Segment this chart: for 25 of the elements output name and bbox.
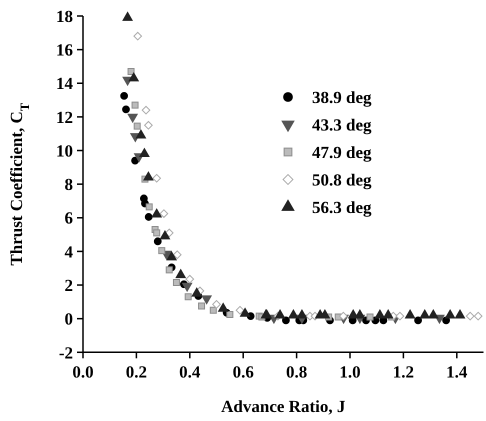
y-tick-label: 6 bbox=[64, 208, 73, 228]
y-tick-label: 8 bbox=[64, 175, 73, 194]
legend-label: 56.3 deg bbox=[312, 198, 372, 217]
x-tick-label: 0.2 bbox=[126, 362, 148, 382]
y-tick-label: 4 bbox=[64, 242, 74, 262]
y-tick-label: 14 bbox=[56, 74, 74, 94]
x-tick-label: 0.8 bbox=[286, 362, 308, 382]
x-tick-label: 1.0 bbox=[339, 362, 361, 382]
legend-label: 47.9 deg bbox=[312, 142, 372, 162]
y-tick-label: 16 bbox=[56, 40, 73, 60]
y-tick-label: 2 bbox=[64, 276, 73, 295]
y-tick-label: -2 bbox=[58, 343, 73, 362]
x-tick-label: 0.0 bbox=[72, 362, 94, 382]
legend-label: 43.3 deg bbox=[312, 115, 372, 134]
y-tick-label: 18 bbox=[56, 6, 73, 26]
x-axis-title: Advance Ratio, J bbox=[221, 397, 346, 416]
x-tick-label: 0.4 bbox=[179, 362, 201, 382]
x-tick-label: 0.6 bbox=[232, 362, 254, 382]
y-tick-label: 0 bbox=[64, 310, 73, 329]
legend-label: 50.8 deg bbox=[312, 170, 372, 190]
y-tick-label: 10 bbox=[56, 141, 73, 160]
y-tick-label: 12 bbox=[56, 108, 73, 127]
x-tick-label: 1.4 bbox=[446, 362, 468, 382]
legend-label: 38.9 deg bbox=[312, 88, 372, 107]
x-tick-label: 1.2 bbox=[392, 362, 414, 382]
